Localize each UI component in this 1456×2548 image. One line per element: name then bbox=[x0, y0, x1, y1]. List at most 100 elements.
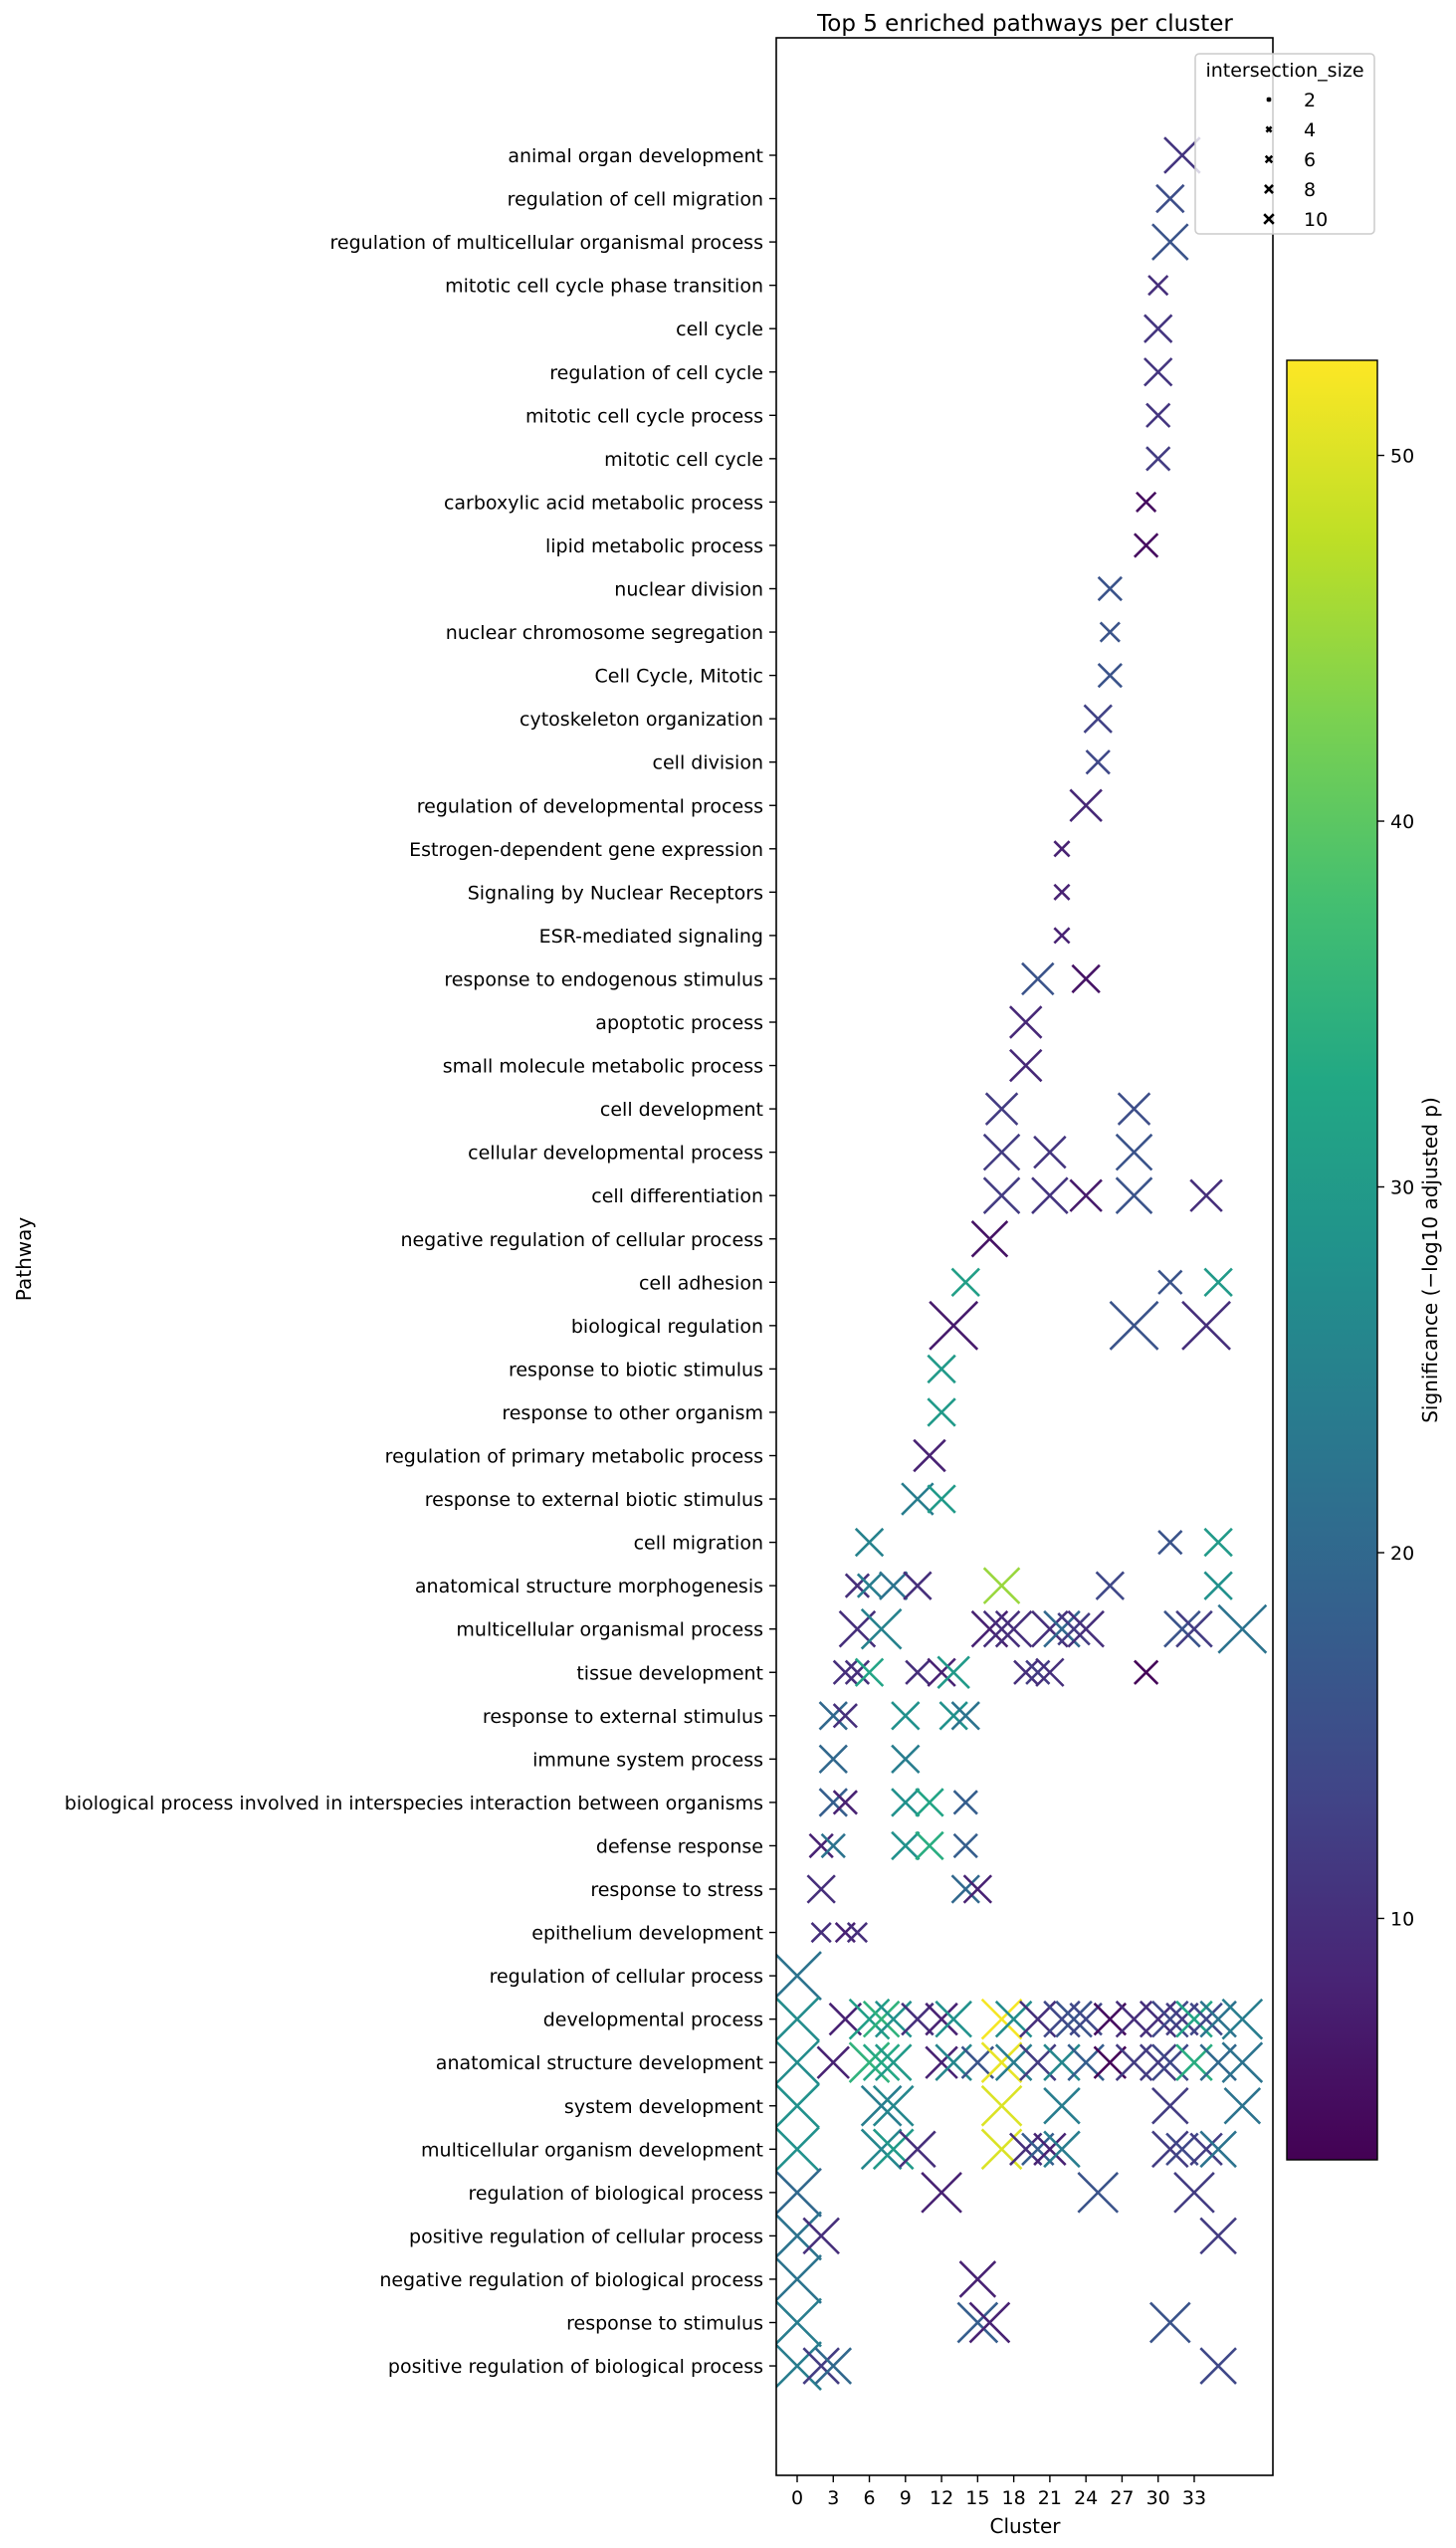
y-tick-label: negative regulation of cellular process bbox=[400, 1229, 763, 1251]
data-point-marker bbox=[938, 1701, 968, 1731]
y-tick-label: regulation of cell migration bbox=[508, 189, 763, 211]
data-point-marker bbox=[982, 1567, 1021, 1604]
y-tick-label: response to external stimulus bbox=[483, 1706, 763, 1728]
legend-title: intersection_size bbox=[1205, 60, 1363, 82]
y-tick-label: Signaling by Nuclear Receptors bbox=[468, 882, 763, 904]
data-point-marker bbox=[846, 1921, 869, 1944]
data-point-marker bbox=[1095, 1571, 1126, 1600]
data-point-marker bbox=[776, 1996, 820, 2042]
data-point-marker bbox=[802, 2347, 840, 2385]
y-tick-label: regulation of multicellular organismal p… bbox=[330, 232, 763, 254]
y-tick-label: Estrogen-dependent gene expression bbox=[409, 839, 763, 861]
data-point-marker bbox=[1203, 1527, 1233, 1558]
data-point-marker bbox=[776, 2167, 822, 2218]
data-point-marker bbox=[1077, 2172, 1120, 2214]
data-point-marker bbox=[862, 2043, 901, 2081]
y-tick-label: anatomical structure morphogenesis bbox=[415, 1576, 763, 1597]
data-point-marker bbox=[1221, 2041, 1264, 2084]
data-point-marker bbox=[952, 1832, 978, 1859]
data-point-marker bbox=[1148, 2301, 1191, 2344]
y-tick-label: cell differentiation bbox=[591, 1185, 763, 1207]
data-point-marker bbox=[1199, 2217, 1237, 2255]
x-axis: 0 3 6 9 12 15 18 21 24 27 30 33 bbox=[791, 2475, 1206, 2509]
data-point-marker bbox=[1165, 2002, 1199, 2036]
y-tick-label: response to external biotic stimulus bbox=[425, 1489, 763, 1511]
data-point-marker bbox=[1223, 2086, 1262, 2125]
chart-title: Top 5 enriched pathways per cluster bbox=[816, 11, 1233, 37]
y-tick-label: immune system process bbox=[532, 1749, 763, 1771]
data-point-marker bbox=[820, 1832, 846, 1859]
data-point-marker bbox=[915, 1830, 944, 1861]
y-tick-label: defense response bbox=[596, 1835, 763, 1857]
y-tick-label: negative regulation of biological proces… bbox=[379, 2269, 763, 2291]
legend-entry-label: 10 bbox=[1304, 209, 1328, 231]
data-point-marker bbox=[1043, 2130, 1081, 2169]
data-point-marker bbox=[1093, 2045, 1128, 2079]
data-point-marker bbox=[901, 1482, 935, 1516]
y-tick-label: response to biotic stimulus bbox=[509, 1359, 763, 1380]
data-point-marker bbox=[1151, 223, 1189, 261]
data-point-marker bbox=[921, 2172, 962, 2214]
legend-entry-label: 6 bbox=[1304, 149, 1316, 171]
legend-entry-label: 4 bbox=[1304, 119, 1316, 141]
data-point-marker bbox=[776, 2297, 822, 2348]
data-point-marker bbox=[776, 2254, 822, 2304]
y-axis-label: Pathway bbox=[12, 1217, 36, 1302]
data-point-marker bbox=[816, 2045, 850, 2079]
legend-entry-label: 8 bbox=[1304, 179, 1316, 201]
data-point-marker bbox=[1145, 446, 1171, 472]
data-point-marker bbox=[1144, 357, 1173, 387]
x-tick-label: 21 bbox=[1038, 2487, 1062, 2509]
data-point-marker bbox=[901, 2002, 935, 2036]
colorbar-tick-label: 50 bbox=[1390, 446, 1414, 468]
data-point-marker bbox=[905, 1659, 931, 1685]
x-tick-label: 6 bbox=[863, 2487, 875, 2509]
y-tick-label: biological process involved in interspec… bbox=[65, 1793, 763, 1814]
data-point-marker bbox=[1175, 1609, 1213, 1648]
y-tick-label: positive regulation of biological proces… bbox=[388, 2356, 763, 2378]
data-point-marker bbox=[915, 1788, 944, 1817]
data-point-marker bbox=[1115, 1176, 1153, 1214]
data-point-marker bbox=[982, 1176, 1021, 1214]
data-point-marker bbox=[1057, 1611, 1091, 1646]
data-point-marker bbox=[1097, 662, 1123, 689]
x-tick-label: 3 bbox=[827, 2487, 839, 2509]
data-point-marker bbox=[1021, 2132, 1055, 2167]
y-tick-label: multicellular organismal process bbox=[456, 1619, 763, 1641]
y-tick-label: cell division bbox=[653, 752, 763, 774]
data-point-marker bbox=[927, 1354, 956, 1384]
colorbar-tick-label: 20 bbox=[1390, 1543, 1414, 1565]
data-point-marker bbox=[818, 1701, 848, 1731]
y-tick-label: nuclear chromosome segregation bbox=[446, 622, 763, 644]
legend-marker bbox=[1263, 213, 1275, 225]
y-tick-label: regulation of cell cycle bbox=[549, 362, 763, 384]
data-point-marker bbox=[1025, 1659, 1051, 1685]
x-tick-label: 9 bbox=[900, 2487, 912, 2509]
data-point-marker bbox=[1043, 2086, 1081, 2125]
y-tick-label: response to endogenous stimulus bbox=[444, 968, 763, 990]
colorbar-gradient bbox=[1286, 359, 1378, 2161]
data-point-marker bbox=[1163, 1609, 1201, 1648]
data-point-marker bbox=[1221, 1998, 1264, 2040]
data-point-marker bbox=[1163, 136, 1201, 174]
y-tick-label: regulation of cellular process bbox=[490, 1966, 763, 1988]
data-point-marker bbox=[1144, 314, 1173, 343]
data-point-marker bbox=[935, 2000, 972, 2038]
data-point-marker bbox=[1189, 2132, 1223, 2167]
y-tick-label: animal organ development bbox=[508, 145, 763, 167]
legend-marker bbox=[1264, 154, 1274, 164]
data-point-marker bbox=[1136, 491, 1157, 513]
data-point-marker bbox=[1203, 1571, 1233, 1600]
data-point-marker bbox=[950, 1267, 980, 1297]
data-point-marker bbox=[984, 1092, 1019, 1126]
legend-entry-label: 2 bbox=[1304, 90, 1316, 111]
colorbar-tick-label: 40 bbox=[1390, 811, 1414, 833]
x-tick-label: 33 bbox=[1182, 2487, 1206, 2509]
data-point-marker bbox=[1053, 883, 1071, 901]
y-tick-label: response to stress bbox=[590, 1879, 763, 1901]
data-point-marker bbox=[1189, 2002, 1223, 2036]
x-tick-label: 0 bbox=[791, 2487, 803, 2509]
data-point-marker bbox=[844, 1659, 871, 1685]
y-tick-label: mitotic cell cycle bbox=[604, 449, 763, 471]
plot-frame bbox=[775, 37, 1274, 2476]
